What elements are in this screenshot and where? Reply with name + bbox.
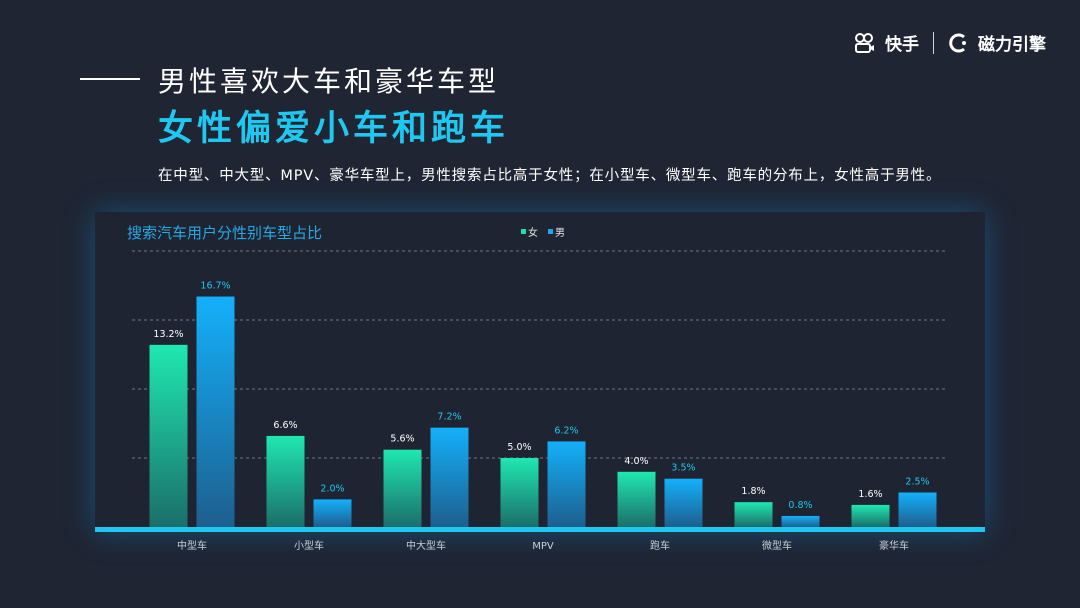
data-label-female: 13.2% — [153, 329, 183, 340]
bar-female — [851, 504, 890, 527]
magnetic-engine-logo-icon — [949, 33, 966, 52]
legend-swatch-female — [521, 229, 526, 234]
category-label: 豪华车 — [879, 539, 909, 552]
bar-female — [617, 471, 656, 527]
chart-title: 搜索汽车用户分性别车型占比 — [127, 224, 323, 242]
category-label: 微型车 — [762, 539, 792, 552]
data-label-male: 2.5% — [905, 477, 929, 488]
bar-female — [149, 344, 188, 527]
bar-male — [313, 499, 352, 527]
data-label-female: 5.6% — [390, 434, 414, 445]
data-label-male: 16.7% — [200, 281, 230, 292]
page-subtitle: 女性偏爱小车和跑车 — [158, 109, 510, 149]
bar-female — [734, 502, 773, 527]
data-label-male: 6.2% — [554, 425, 578, 436]
brand-product-name: 磁力引擎 — [978, 35, 1046, 55]
brand-separator — [933, 31, 934, 54]
data-label-female: 5.0% — [507, 442, 531, 453]
data-label-male: 2.0% — [320, 483, 344, 494]
data-label-female: 4.0% — [624, 456, 648, 467]
data-label-male: 0.8% — [788, 500, 812, 511]
category-label: 中型车 — [177, 539, 207, 552]
brand-name: 快手 — [885, 35, 919, 55]
legend-item-female: 女 — [521, 224, 538, 239]
legend-swatch-male — [548, 229, 553, 234]
chart-legend: 女 男 — [521, 224, 565, 239]
title-decor-line — [80, 78, 140, 80]
bar-female — [500, 458, 539, 527]
data-label-male: 7.2% — [437, 412, 461, 423]
bar-chart-svg: 13.2% 16.7% 中型车 6.6% 2.0% 小型车 5.6% 7.2% 中大型车 5.0%… — [95, 250, 985, 552]
data-label-female: 1.6% — [858, 489, 882, 500]
category-label: 中大型车 — [406, 539, 446, 552]
bar-male — [547, 441, 586, 527]
kuaishou-logo-icon — [855, 32, 874, 53]
bar-male — [781, 515, 820, 527]
page-description: 在中型、中大型、MPV、豪华车型上，男性搜索占比高于女性；在小型车、微型车、跑车… — [158, 168, 942, 184]
page-title: 男性喜欢大车和豪华车型 — [158, 65, 500, 98]
bar-male — [196, 296, 235, 527]
bar-male — [430, 427, 469, 527]
bar-male — [898, 492, 937, 527]
chart-panel: 搜索汽车用户分性别车型占比 女 男 13.2% 16.7% 中型车 6.6% 2.0% 小… — [95, 212, 985, 552]
bar-male — [664, 478, 703, 527]
data-label-female: 6.6% — [273, 420, 297, 431]
data-label-male: 3.5% — [671, 463, 695, 474]
legend-item-male: 男 — [548, 224, 565, 239]
legend-label-female: 女 — [528, 228, 538, 239]
legend-label-male: 男 — [555, 228, 565, 239]
data-label-female: 1.8% — [741, 486, 765, 497]
bar-female — [383, 449, 422, 527]
category-label: 小型车 — [294, 539, 324, 552]
bar-female — [266, 435, 305, 527]
category-label: MPV — [532, 541, 554, 552]
category-label: 跑车 — [650, 539, 670, 552]
brand-logo-group: 快手 磁力引擎 — [853, 30, 1046, 55]
x-axis-bar — [95, 527, 985, 532]
